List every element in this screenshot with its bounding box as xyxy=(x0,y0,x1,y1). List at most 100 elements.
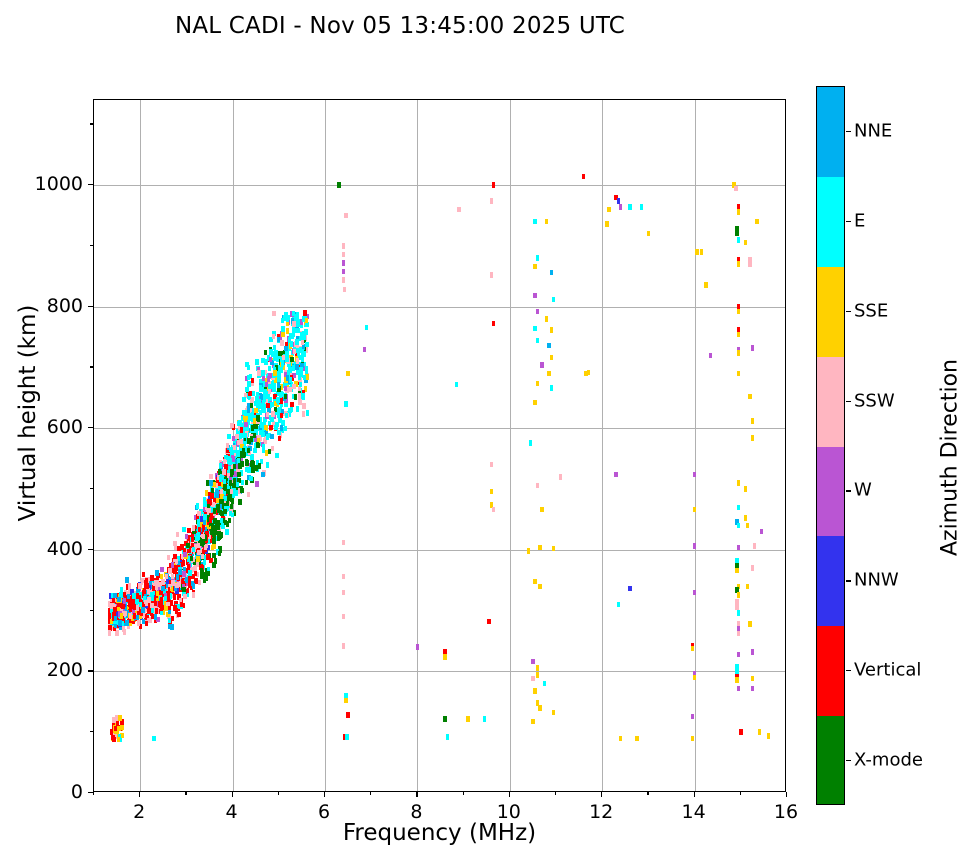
data-point xyxy=(244,375,249,381)
data-point xyxy=(270,416,274,423)
x-tick-minor xyxy=(647,792,649,795)
data-point xyxy=(344,693,348,699)
colorbar-band-e[interactable] xyxy=(817,176,844,267)
data-point xyxy=(258,379,263,385)
data-point xyxy=(264,424,268,430)
data-point xyxy=(237,477,241,484)
data-point xyxy=(491,506,496,513)
data-point xyxy=(277,350,281,356)
y-tick xyxy=(88,548,93,551)
data-point xyxy=(156,616,160,623)
data-point xyxy=(267,432,272,439)
data-point xyxy=(120,719,124,725)
data-point xyxy=(222,478,227,485)
data-point xyxy=(238,499,242,505)
data-point xyxy=(276,412,281,419)
data-point xyxy=(182,566,187,573)
data-point xyxy=(113,606,117,613)
data-point xyxy=(209,557,213,564)
data-point xyxy=(549,385,554,391)
data-point xyxy=(614,194,618,200)
data-point xyxy=(203,544,207,550)
data-point xyxy=(288,332,293,339)
data-point xyxy=(605,221,609,227)
x-tick-minor xyxy=(370,792,372,795)
data-point xyxy=(443,716,447,722)
data-point xyxy=(220,498,225,505)
data-point xyxy=(302,334,306,341)
data-point xyxy=(228,480,233,486)
colorbar-band-vertical[interactable] xyxy=(817,626,844,717)
colorbar-band-x-mode[interactable] xyxy=(817,716,844,804)
data-point xyxy=(134,607,138,614)
data-point xyxy=(276,356,280,362)
data-point xyxy=(341,643,346,649)
data-point xyxy=(234,490,238,496)
data-point xyxy=(230,511,234,518)
colorbar[interactable] xyxy=(816,86,845,805)
data-point xyxy=(191,525,195,531)
x-tick xyxy=(139,792,141,797)
data-point xyxy=(258,429,263,436)
data-point xyxy=(304,347,309,353)
data-point xyxy=(533,218,537,225)
data-point xyxy=(299,332,304,338)
data-point xyxy=(204,567,209,574)
data-point xyxy=(489,272,494,278)
colorbar-band-nnw[interactable] xyxy=(817,536,844,627)
colorbar-band-nne[interactable] xyxy=(817,87,844,177)
data-point xyxy=(166,600,170,607)
data-point xyxy=(230,449,234,456)
data-point xyxy=(268,383,272,390)
data-point xyxy=(292,372,296,379)
data-point xyxy=(220,481,225,487)
data-point xyxy=(748,393,752,400)
data-point xyxy=(285,387,289,393)
data-point xyxy=(132,613,137,619)
data-point xyxy=(207,498,211,505)
data-point xyxy=(264,399,268,405)
data-point xyxy=(117,596,121,603)
colorbar-band-w[interactable] xyxy=(817,446,844,537)
data-point xyxy=(296,327,300,334)
data-point xyxy=(115,593,120,599)
data-point xyxy=(736,583,741,590)
data-point xyxy=(218,476,223,482)
gridline-vertical xyxy=(509,100,511,791)
x-tick-label: 6 xyxy=(317,801,331,823)
data-point xyxy=(107,630,112,636)
data-point xyxy=(227,517,232,524)
colorbar-tick xyxy=(846,220,851,223)
data-point xyxy=(278,417,282,424)
data-point xyxy=(535,482,540,489)
data-point xyxy=(239,427,243,433)
x-axis-label: Frequency (MHz) xyxy=(342,820,537,846)
data-point xyxy=(111,597,116,604)
data-point xyxy=(167,583,172,590)
data-point xyxy=(250,425,255,431)
data-point xyxy=(223,500,228,506)
data-point xyxy=(735,587,739,593)
data-point xyxy=(183,593,187,600)
data-point xyxy=(157,601,162,607)
gridline-horizontal xyxy=(94,185,785,187)
data-point xyxy=(533,688,537,694)
data-point xyxy=(736,522,741,529)
data-point xyxy=(533,325,537,332)
data-point xyxy=(445,734,450,740)
data-point xyxy=(739,729,743,735)
data-point xyxy=(224,478,229,485)
colorbar-band-ssw[interactable] xyxy=(817,356,844,447)
data-point xyxy=(303,386,308,392)
plot-area[interactable] xyxy=(93,99,786,792)
data-point xyxy=(151,585,156,592)
data-point xyxy=(692,471,697,478)
data-point xyxy=(115,715,119,721)
data-point xyxy=(253,436,258,442)
data-point xyxy=(153,614,158,620)
data-point xyxy=(228,510,233,517)
data-point xyxy=(189,566,193,573)
data-point xyxy=(224,475,229,482)
data-point xyxy=(153,600,158,607)
colorbar-band-sse[interactable] xyxy=(817,266,844,357)
